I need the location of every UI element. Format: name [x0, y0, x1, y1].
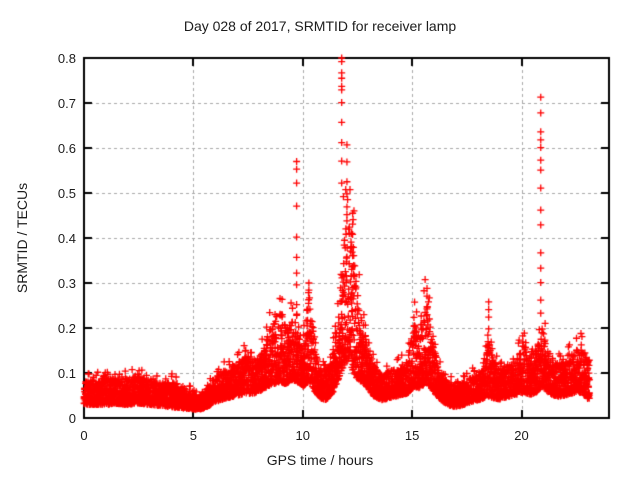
y-tick-label: 0.8: [57, 51, 76, 66]
y-tick-label: 0.6: [57, 141, 76, 156]
y-tick-label: 0: [68, 411, 76, 426]
y-tick-label: 0.2: [57, 321, 76, 336]
x-tick-label: 20: [514, 428, 529, 443]
y-tick-label: 0.1: [57, 366, 76, 381]
x-tick-label: 0: [80, 428, 88, 443]
y-tick-label: 0.5: [57, 186, 76, 201]
x-axis-title: GPS time / hours: [266, 452, 374, 468]
y-tick-label: 0.4: [57, 231, 76, 246]
x-tick-label: 5: [189, 428, 197, 443]
x-tick-label: 15: [404, 428, 420, 443]
x-tick-label: 10: [295, 428, 310, 443]
y-tick-label: 0.3: [57, 276, 76, 291]
y-tick-label: 0.7: [57, 96, 76, 111]
